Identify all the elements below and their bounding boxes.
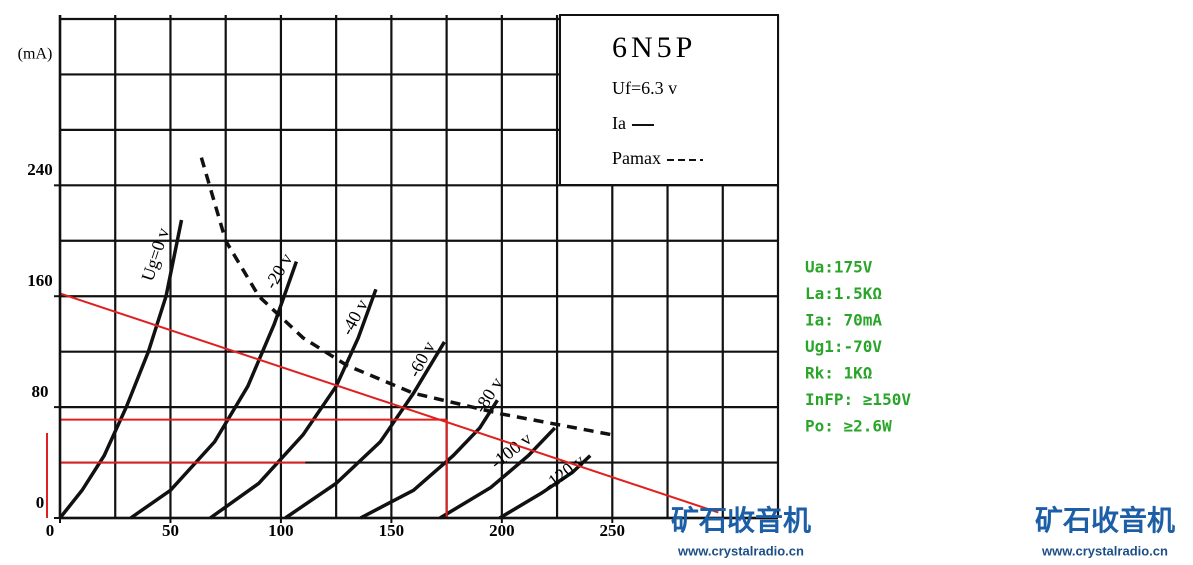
legend-frame: [559, 14, 779, 186]
notes: Ua:175V La:1.5KΩ Ia: 70mA Ug1:-70V Rk: 1KΩ In…: [805, 258, 911, 436]
x-tick-label: 50: [162, 521, 179, 540]
spec-note: InFP: ≥150V: [805, 390, 911, 409]
watermark-brand: 矿石收音机: [671, 504, 811, 537]
x-tick-label: 100: [268, 521, 294, 540]
tube-name: 6N5P: [612, 31, 696, 64]
watermarks: 矿石收音机 www.crystalradio.cn 矿石收音机 www.crystal…: [671, 504, 1175, 558]
watermark-url: www.crystalradio.cn: [1041, 543, 1168, 558]
spec-note: Ia: 70mA: [805, 311, 882, 330]
spec-note: Rk: 1KΩ: [805, 364, 872, 383]
x-tick-label: 250: [600, 521, 626, 540]
spec-note: Ug1:-70V: [805, 337, 882, 356]
grid: 0 80 160 240 0 50 100 150 200 250: [27, 15, 780, 540]
legend-label: Ia: [612, 113, 626, 133]
x-tick-label: 0: [46, 521, 55, 540]
x-tick-label: 150: [379, 521, 405, 540]
plate-curve: [58, 219, 184, 520]
watermark-url: www.crystalradio.cn: [677, 543, 804, 558]
plate-curve: [498, 454, 592, 520]
y-tick-label: 80: [32, 382, 49, 401]
y-unit: (mA): [18, 46, 53, 63]
spec-note: Ua:175V: [805, 258, 873, 277]
red-line: [59, 292, 719, 514]
filament: Uf=6.3 v: [612, 78, 677, 98]
plot: Ug=0 v -20 v-40 v-60 v-80 v-100 v -120 v: [58, 15, 778, 520]
spec-note: Po: ≥2.6W: [805, 417, 892, 436]
y-tick-label: 0: [36, 493, 45, 512]
plate-curve: [439, 426, 557, 520]
y-tick-label: 160: [27, 271, 53, 290]
plate-curve: [209, 288, 378, 520]
x-tick-label: 200: [489, 521, 515, 540]
legend-label: Pamax: [612, 148, 661, 168]
watermark-brand: 矿石收音机: [1035, 504, 1175, 537]
plate-curve: [359, 399, 499, 520]
y-tick-label: 240: [27, 160, 53, 179]
spec-note: La:1.5KΩ: [805, 284, 882, 303]
pmax-curve: [199, 157, 613, 437]
legend-box: 6N5P Uf=6.3 v Ia Pamax: [559, 14, 779, 186]
plate-curve: [284, 341, 446, 520]
